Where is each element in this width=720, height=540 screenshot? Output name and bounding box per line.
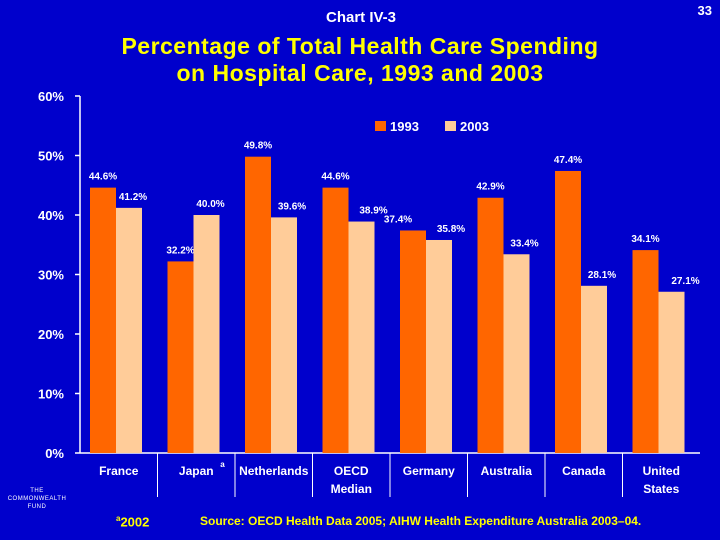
- bar-2003: [503, 254, 530, 453]
- x-tick-label: States: [643, 482, 679, 496]
- x-tick-label: France: [99, 464, 139, 478]
- bar-2003: [426, 239, 452, 453]
- bar-2003: [658, 291, 685, 453]
- footnote-marker: a: [116, 514, 121, 523]
- y-tick-label: 20%: [38, 327, 64, 342]
- y-tick-label: 0%: [45, 446, 64, 461]
- data-label-2003: 33.4%: [510, 238, 538, 249]
- page-number: 33: [697, 3, 712, 18]
- bar-1993: [245, 156, 271, 453]
- data-label-2003: 35.8%: [437, 224, 465, 235]
- bar-1993: [632, 250, 659, 453]
- x-tick-label: Australia: [481, 464, 533, 478]
- data-label-2003: 27.1%: [671, 276, 699, 287]
- bar-2003: [193, 215, 220, 453]
- x-tick-superscript: a: [220, 460, 225, 469]
- data-label-1993: 42.9%: [476, 182, 504, 193]
- legend-label-1993: 1993: [390, 119, 419, 134]
- data-label-2003: 38.9%: [359, 206, 387, 217]
- data-label-1993: 49.8%: [244, 141, 272, 152]
- bar-1993: [167, 261, 194, 453]
- data-label-2003: 28.1%: [588, 270, 616, 281]
- bar-1993: [477, 197, 504, 453]
- legend-swatch-1993: [375, 121, 386, 131]
- bar-2003: [581, 285, 607, 453]
- chart-title-line-1: Percentage of Total Health Care Spending: [121, 33, 599, 59]
- chart-label: Chart IV-3: [325, 9, 397, 26]
- bar-2003: [116, 207, 142, 453]
- legend-label-2003: 2003: [460, 119, 489, 134]
- source-note: Source: OECD Health Data 2005; AIHW Heal…: [200, 514, 642, 528]
- bar-2003: [348, 221, 375, 453]
- data-label-1993: 34.1%: [631, 234, 659, 245]
- bar-1993: [400, 230, 426, 453]
- bar-1993: [322, 187, 349, 453]
- y-tick-label: 10%: [38, 387, 64, 402]
- y-tick-label: 30%: [38, 268, 64, 283]
- data-label-1993: 44.6%: [89, 172, 117, 183]
- x-tick-label: OECD: [334, 464, 369, 478]
- data-label-1993: 44.6%: [321, 172, 349, 183]
- x-tick-label: United: [643, 464, 680, 478]
- bar-1993: [90, 187, 116, 453]
- x-tick-label: Canada: [562, 464, 606, 478]
- chart-title-line-2: on Hospital Care, 1993 and 2003: [176, 60, 544, 86]
- y-tick-label: 40%: [38, 208, 64, 223]
- commonwealth-fund-logo: THE COMMONWEALTH FUND: [7, 488, 67, 510]
- data-label-2003: 40.0%: [196, 199, 224, 210]
- data-label-2003: 39.6%: [278, 201, 306, 212]
- x-tick-label: Netherlands: [239, 464, 309, 478]
- data-label-1993: 32.2%: [166, 245, 194, 256]
- bar-2003: [271, 217, 297, 453]
- y-tick-label: 60%: [38, 89, 64, 104]
- footnote: a2002: [116, 514, 149, 529]
- data-label-1993: 47.4%: [554, 155, 582, 166]
- legend-swatch-2003: [445, 121, 456, 131]
- x-tick-label: Japan: [179, 464, 214, 478]
- data-label-2003: 41.2%: [119, 192, 147, 203]
- data-label-1993: 37.4%: [384, 214, 412, 225]
- bar-1993: [555, 170, 581, 453]
- footnote-text: 2002: [120, 514, 150, 530]
- x-tick-label: Median: [331, 482, 372, 496]
- chart-title: Percentage of Total Health Care Spending…: [0, 33, 720, 87]
- y-tick-label: 50%: [38, 149, 64, 164]
- x-tick-label: Germany: [403, 464, 455, 478]
